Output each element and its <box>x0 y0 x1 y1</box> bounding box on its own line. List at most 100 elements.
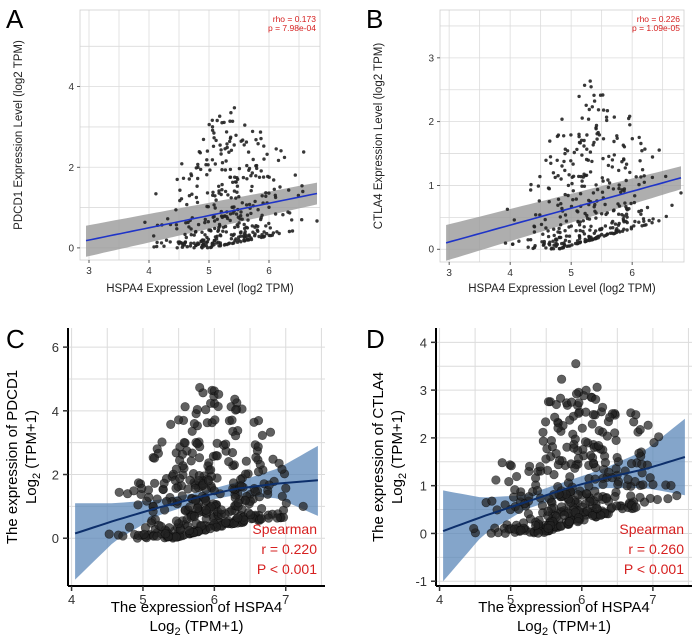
data-point <box>553 175 557 180</box>
data-point <box>571 174 576 178</box>
data-point <box>578 141 582 145</box>
data-point <box>623 474 633 484</box>
data-point <box>200 230 204 234</box>
data-point <box>530 473 541 483</box>
x-tick-label: 3 <box>446 268 452 279</box>
data-point <box>587 419 597 429</box>
data-point <box>598 479 608 490</box>
stat-annotation: p = 1.09e-05 <box>632 23 680 33</box>
data-point <box>631 410 641 420</box>
data-point <box>180 402 190 412</box>
data-point <box>206 465 216 475</box>
data-point <box>203 220 207 225</box>
data-point <box>253 442 263 452</box>
data-point <box>242 222 246 227</box>
data-point <box>592 99 597 103</box>
data-point <box>556 374 567 384</box>
data-point <box>175 473 185 484</box>
y-tick-label: 3 <box>420 383 427 398</box>
data-point <box>666 480 676 491</box>
data-point <box>216 505 226 515</box>
y-tick-label: 0 <box>52 531 59 546</box>
data-point <box>171 532 181 542</box>
data-point <box>241 456 251 466</box>
data-point <box>629 201 633 206</box>
data-point <box>644 223 648 227</box>
data-point <box>237 195 241 199</box>
data-point <box>612 153 616 157</box>
data-point <box>618 230 622 234</box>
x-axis-sublabel-log: Log <box>149 618 174 635</box>
y-axis-sublabel-subscript: 2 <box>397 473 409 479</box>
data-point <box>186 220 190 225</box>
data-point <box>155 244 159 249</box>
data-point <box>563 151 567 156</box>
data-point <box>211 144 216 148</box>
data-point <box>210 128 215 132</box>
data-point <box>302 150 306 154</box>
data-point <box>558 230 562 235</box>
data-point <box>580 184 584 188</box>
data-point <box>205 191 210 195</box>
data-point <box>129 486 139 496</box>
data-point <box>197 150 201 154</box>
data-point <box>287 229 292 234</box>
plot-frame <box>439 9 685 263</box>
data-point <box>487 496 497 506</box>
data-point <box>245 213 250 217</box>
data-point <box>249 174 253 178</box>
plot-area <box>442 359 686 582</box>
data-point <box>287 188 291 192</box>
data-point <box>242 143 246 147</box>
data-point <box>612 115 616 119</box>
data-point <box>214 138 218 143</box>
data-point <box>228 167 233 172</box>
data-point <box>670 203 674 207</box>
data-point <box>591 394 601 405</box>
data-point <box>550 412 560 422</box>
data-point <box>550 246 554 250</box>
data-point <box>580 179 584 183</box>
grid <box>80 10 320 260</box>
data-point <box>590 159 594 164</box>
data-point <box>224 130 229 134</box>
data-point <box>589 85 593 89</box>
data-point <box>264 191 268 195</box>
data-point <box>610 491 620 502</box>
data-point <box>657 219 661 223</box>
data-point <box>259 169 263 173</box>
data-point <box>143 220 147 224</box>
data-point <box>201 137 206 142</box>
data-point <box>232 106 237 110</box>
data-point <box>588 459 599 469</box>
data-point <box>267 205 271 209</box>
data-point <box>563 213 568 217</box>
data-point <box>202 244 206 248</box>
data-point <box>630 137 634 141</box>
data-point <box>210 118 214 123</box>
data-point <box>581 219 585 223</box>
data-point <box>538 213 542 217</box>
data-point <box>223 224 228 229</box>
data-point <box>595 187 600 192</box>
data-point <box>530 520 541 531</box>
x-axis-label: The expression of HSPA4 <box>478 599 649 616</box>
data-point <box>256 229 260 233</box>
data-point <box>220 121 224 125</box>
fit-line <box>445 177 682 244</box>
data-point <box>249 417 259 427</box>
data-point <box>538 427 548 437</box>
data-point <box>215 241 219 245</box>
data-point <box>638 480 648 490</box>
x-axis-sublabel-unit: (TPM+1) <box>181 618 244 635</box>
x-tick-label: 5 <box>507 592 514 607</box>
data-point <box>225 142 229 146</box>
data-point <box>264 513 274 523</box>
data-point <box>171 483 181 493</box>
data-point <box>237 166 242 171</box>
data-point <box>624 212 629 216</box>
data-point <box>588 170 593 174</box>
data-point <box>575 239 580 243</box>
data-point <box>625 228 629 232</box>
